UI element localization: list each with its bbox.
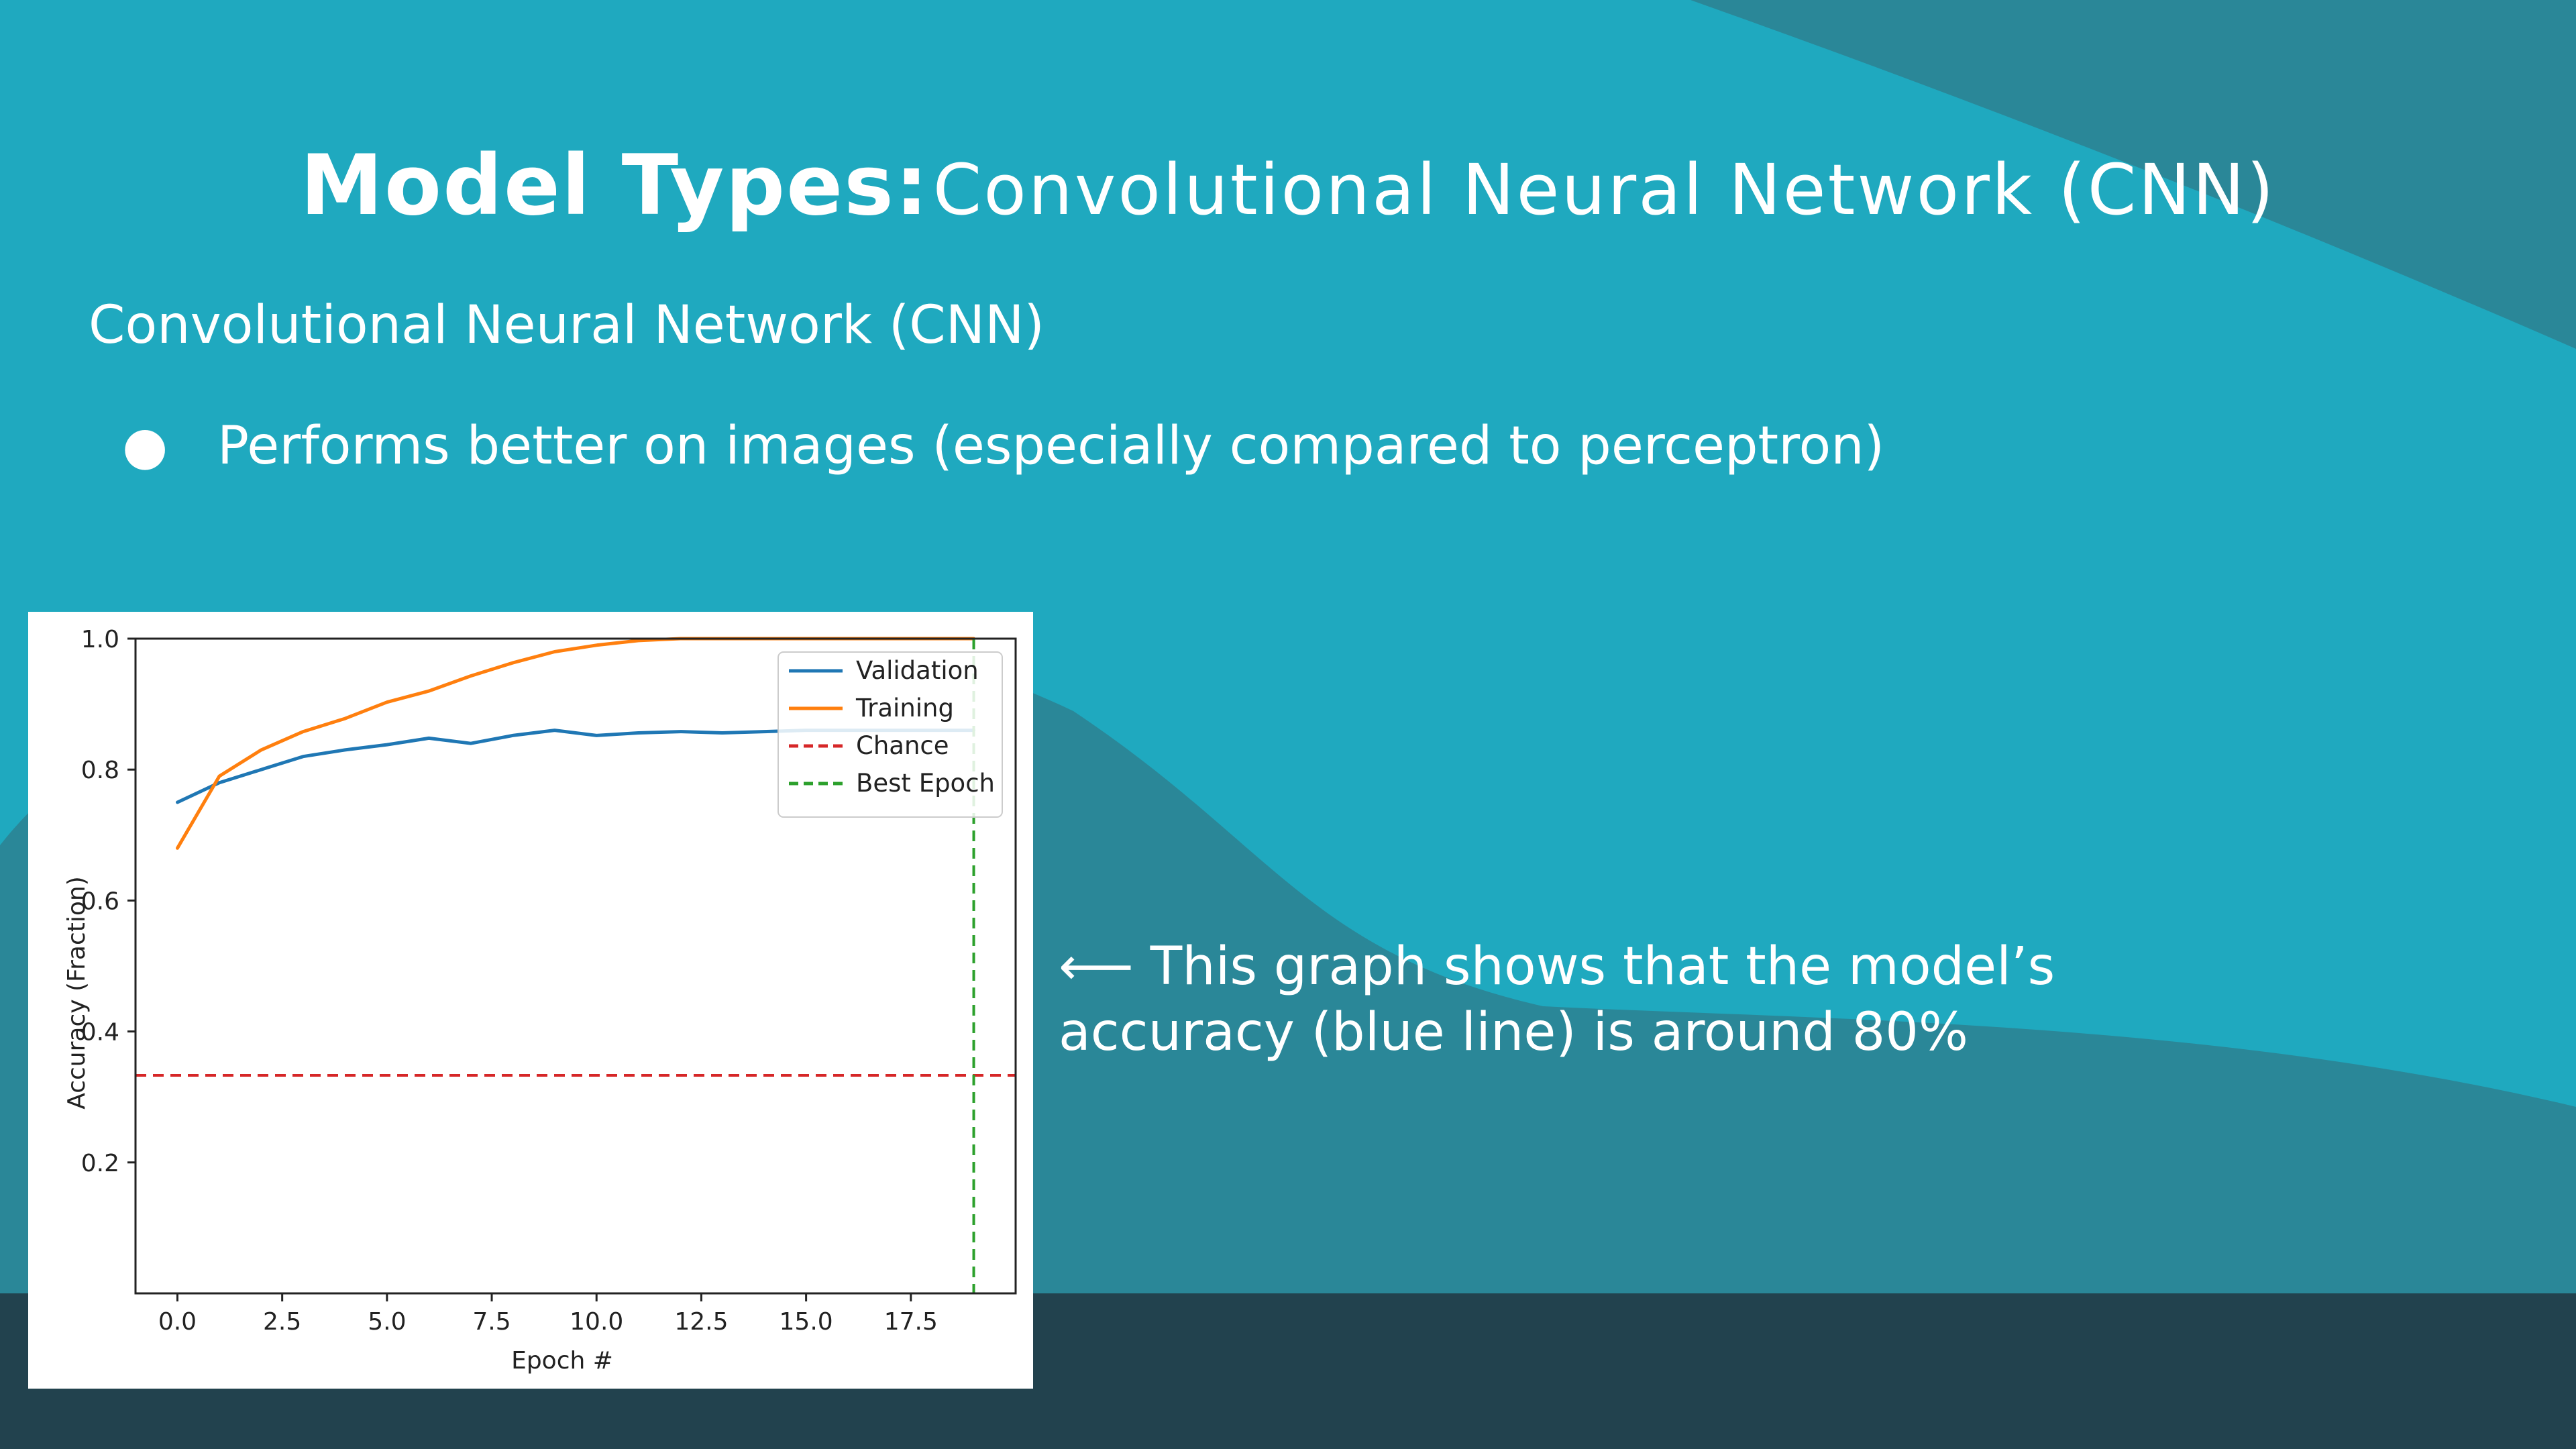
y-tick-label: 0.2 — [81, 1150, 119, 1177]
chart-note-line-1: ⟵ This graph shows that the model’s — [1059, 936, 2055, 997]
y-axis-label: Accuracy (Fraction) — [63, 876, 91, 1110]
bullet-marker: ● — [122, 416, 168, 476]
y-tick-label: 0.6 — [81, 888, 119, 915]
x-tick-label: 17.5 — [884, 1308, 938, 1336]
x-tick-label: 0.0 — [158, 1308, 197, 1336]
x-tick-label: 2.5 — [263, 1308, 301, 1336]
y-tick-label: 1.0 — [81, 626, 119, 653]
bullet-text: Performs better on images (especially co… — [217, 416, 1885, 476]
legend-box — [777, 651, 1003, 818]
x-tick-label: 12.5 — [674, 1308, 728, 1336]
title-bold-part: Model Types: — [300, 138, 930, 234]
legend-entry: Best Epoch — [856, 769, 995, 798]
x-axis-label: Epoch # — [511, 1347, 613, 1375]
slide-title: Model Types: Convolutional Neural Networ… — [0, 138, 2576, 234]
accuracy-chart: 0.0 2.5 5.0 7.5 10.0 12.5 15.0 17.5 0.2 0.4 0.6 0.8… — [63, 626, 1017, 1375]
title-light-part: Convolutional Neural Network (CNN) — [932, 149, 2276, 231]
chart-note-line-2: accuracy (blue line) is around 80% — [1059, 1002, 1969, 1063]
legend-entry: Validation — [856, 656, 979, 685]
y-tick-label: 0.8 — [81, 757, 119, 784]
section-subtitle: Convolutional Neural Network (CNN) — [89, 295, 1044, 356]
x-tick-label: 5.0 — [368, 1308, 406, 1336]
legend-entry: Training — [855, 694, 954, 722]
y-tick-label: 0.4 — [81, 1019, 119, 1046]
legend-entry: Chance — [856, 731, 949, 760]
top-right-wave — [1690, 0, 2576, 349]
x-tick-label: 15.0 — [780, 1308, 833, 1336]
x-tick-label: 7.5 — [472, 1308, 511, 1336]
chart-note: ⟵ This graph shows that the model’s accu… — [1059, 934, 2065, 1065]
accuracy-chart-panel: 0.0 2.5 5.0 7.5 10.0 12.5 15.0 17.5 0.2 0.4 0.6 0.8… — [28, 612, 1033, 1389]
x-tick-label: 10.0 — [570, 1308, 623, 1336]
plot-frame — [134, 637, 1017, 1295]
